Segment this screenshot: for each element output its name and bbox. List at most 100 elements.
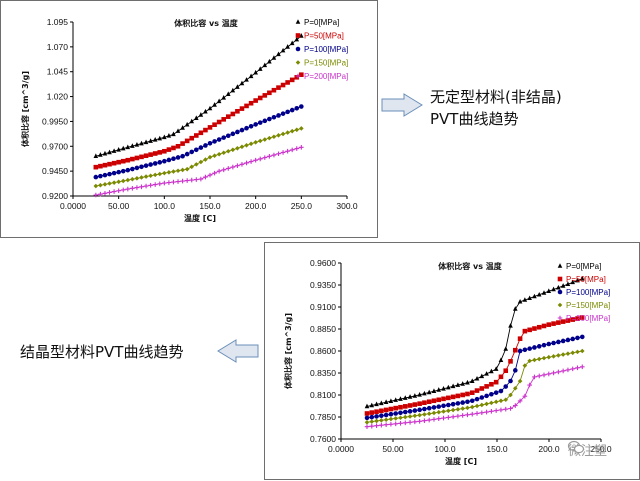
series-point <box>189 164 195 170</box>
series-point <box>116 169 121 175</box>
series-point <box>207 172 213 178</box>
legend-label: P=150[MPa] <box>304 59 348 68</box>
series-point <box>575 365 580 371</box>
series-point <box>180 178 185 184</box>
series-point <box>575 277 580 283</box>
series-point <box>469 390 475 395</box>
series-point <box>579 315 585 320</box>
series-point <box>162 134 167 140</box>
series-point <box>364 419 370 425</box>
series-point <box>460 413 465 418</box>
series-point <box>407 394 413 399</box>
series-point <box>175 179 181 184</box>
series-point <box>111 180 117 185</box>
series-point <box>102 191 108 196</box>
series-point <box>257 95 263 101</box>
series-point <box>143 139 149 145</box>
series-point <box>235 129 240 135</box>
series-point <box>134 165 140 171</box>
series-point <box>570 279 576 285</box>
series-point <box>446 402 451 408</box>
series-point <box>120 158 126 164</box>
series-point <box>120 168 126 174</box>
series-point <box>98 182 103 188</box>
series-point <box>148 173 153 179</box>
series-point <box>369 414 375 420</box>
series-point <box>517 298 523 304</box>
series-point <box>474 375 480 381</box>
series-point <box>489 400 494 406</box>
series-point <box>374 401 379 407</box>
series-point <box>575 349 580 355</box>
series-point <box>212 122 217 128</box>
series-point <box>393 411 399 416</box>
x-tick-label: 100.0 <box>154 201 176 211</box>
series-point <box>230 131 236 137</box>
series-point <box>221 94 226 100</box>
series-point <box>407 414 413 419</box>
series-point <box>560 319 566 324</box>
series-point <box>102 150 108 156</box>
x-tick-label: 250.0 <box>590 444 612 454</box>
series-point <box>431 398 437 404</box>
series-point <box>369 423 375 429</box>
series-point <box>294 36 300 42</box>
legend-marker <box>295 46 301 52</box>
series-point <box>216 98 222 104</box>
series-point <box>565 367 571 373</box>
series-point <box>139 175 144 180</box>
legend-marker <box>557 289 563 295</box>
x-tick-label: 300.0 <box>336 201 358 211</box>
series-point <box>166 180 172 185</box>
series-point <box>436 397 442 403</box>
series-point <box>460 406 465 411</box>
series-point <box>120 178 126 184</box>
series-point <box>508 392 513 398</box>
series-point <box>379 400 384 406</box>
series-line <box>95 35 302 157</box>
series-point <box>417 407 422 413</box>
series-point <box>157 135 163 141</box>
x-tick-label: 250.0 <box>291 201 313 211</box>
series-point <box>546 354 552 360</box>
series-point <box>560 283 566 288</box>
series-point <box>203 174 208 180</box>
series-point <box>556 284 561 290</box>
series-point <box>388 416 394 422</box>
series-point <box>244 142 249 148</box>
series-point <box>450 383 456 389</box>
series-point <box>383 417 389 422</box>
series-point <box>107 181 112 186</box>
series-point <box>570 336 576 342</box>
series-point <box>536 356 542 362</box>
series-point <box>120 145 126 151</box>
y-tick-label: 0.8350 <box>310 368 336 378</box>
series-point <box>431 388 437 393</box>
series-point <box>412 413 418 419</box>
series-point <box>98 152 103 157</box>
series-point <box>102 182 108 187</box>
series-5: P=200[MPa] <box>93 72 348 198</box>
series-point <box>560 368 566 374</box>
series-point <box>267 135 272 141</box>
series-point <box>441 409 446 414</box>
series-point <box>267 58 272 64</box>
series-point <box>513 306 518 311</box>
series-line <box>366 366 583 428</box>
y-tick-label: 0.7600 <box>310 434 336 444</box>
series-point <box>175 128 181 133</box>
series-3: P=100[MPa] <box>93 45 348 180</box>
legend-marker <box>557 315 563 321</box>
x-tick-label: 0.0000 <box>60 201 86 211</box>
series-point <box>426 405 432 411</box>
series-point <box>417 419 422 424</box>
series-point <box>93 164 99 170</box>
series-point <box>469 411 475 417</box>
chart-panel-crystalline: 0.7600 0.7850 0.8100 0.8350 0.8600 0.8850 0.91… <box>264 242 640 480</box>
series-point <box>498 407 504 413</box>
series-point <box>134 141 140 147</box>
series-point <box>93 183 99 189</box>
x-tick-label: 150.0 <box>199 201 221 211</box>
series-point <box>299 72 304 77</box>
series-point <box>513 347 518 353</box>
